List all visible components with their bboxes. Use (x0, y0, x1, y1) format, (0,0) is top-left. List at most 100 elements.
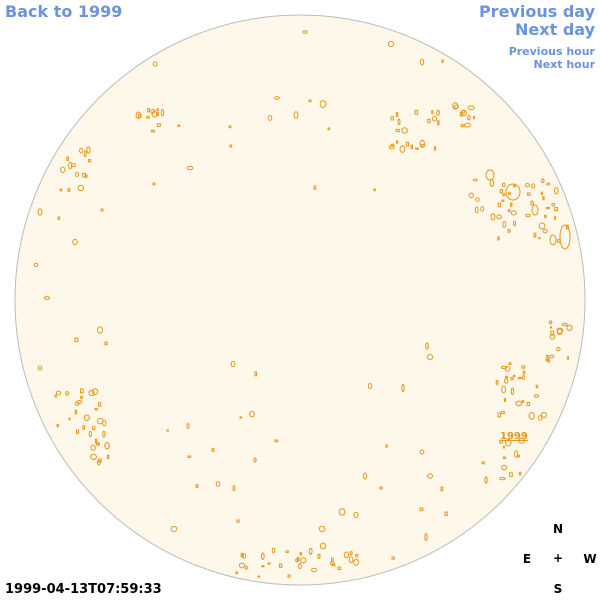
feature-contour (497, 202, 502, 208)
feature-contour (349, 551, 353, 556)
feature-contour (54, 394, 57, 398)
feature-contour (503, 398, 507, 402)
feature-contour (485, 169, 495, 181)
feature-contour (156, 123, 161, 127)
feature-contour (501, 464, 508, 471)
previous-day-link[interactable]: Previous day (478, 2, 595, 21)
feature-contour (271, 547, 276, 554)
feature-contour (260, 552, 265, 560)
feature-contour (308, 547, 313, 555)
feature-contour (540, 191, 543, 195)
feature-contour (395, 128, 400, 133)
feature-contour (480, 206, 485, 212)
feature-contour (106, 454, 110, 460)
feature-contour (88, 430, 92, 438)
feature-contour (566, 324, 573, 331)
feature-contour (66, 156, 69, 161)
active-region-link[interactable]: 1999 (500, 431, 528, 442)
feature-contour (518, 471, 522, 476)
feature-contour (235, 571, 238, 575)
feature-contour (484, 476, 488, 484)
feature-contour (88, 389, 95, 397)
feature-contour (419, 507, 424, 512)
feature-contour (401, 384, 405, 392)
feature-contour (97, 442, 100, 446)
feature-contour (544, 214, 547, 218)
feature-contour (152, 61, 158, 67)
feature-contour (87, 159, 92, 163)
feature-contour (319, 100, 327, 108)
feature-contour (239, 416, 243, 419)
feature-contour (441, 59, 444, 63)
feature-contour (566, 356, 569, 360)
feature-contour (501, 199, 505, 203)
feature-contour (542, 228, 548, 234)
feature-contour (437, 120, 440, 126)
feature-contour (261, 565, 265, 568)
feature-contour (505, 375, 509, 379)
feature-contour (541, 411, 547, 419)
feature-contour (354, 553, 359, 558)
feature-contour (390, 116, 394, 121)
feature-contour (440, 486, 444, 492)
feature-contour (501, 182, 506, 188)
feature-contour (279, 563, 283, 568)
feature-contour (475, 197, 480, 202)
next-day-link[interactable]: Next day (515, 20, 595, 39)
feature-contour (274, 96, 280, 100)
feature-contour (338, 508, 346, 516)
feature-contour (186, 423, 190, 429)
feature-contour (501, 410, 505, 415)
feature-contour (515, 400, 523, 407)
feature-contour (195, 484, 199, 488)
feature-contour (313, 185, 317, 190)
feature-contour (521, 375, 526, 380)
feature-contour (473, 116, 476, 120)
feature-contour (362, 472, 368, 480)
feature-contour (431, 110, 434, 115)
compass-south: S (553, 582, 563, 596)
feature-contour (257, 575, 261, 578)
feature-contour (76, 400, 83, 404)
feature-contour (379, 486, 383, 490)
feature-contour (501, 385, 507, 394)
feature-contour (274, 439, 279, 443)
feature-contour (419, 449, 425, 455)
compass-east: E (522, 552, 532, 566)
feature-contour (77, 184, 85, 192)
feature-contour (156, 108, 159, 112)
feature-contour (91, 388, 99, 396)
feature-contour (549, 234, 557, 246)
compass-center: + (552, 551, 564, 565)
feature-contour (559, 224, 571, 250)
feature-contour (160, 108, 165, 117)
feature-contour (56, 423, 59, 428)
feature-contour (497, 236, 500, 241)
next-hour-link[interactable]: Next hour (533, 58, 596, 71)
feature-contour (244, 565, 248, 570)
feature-contour (401, 127, 408, 134)
feature-contour (170, 525, 178, 533)
feature-contour (267, 115, 273, 121)
feature-contour (425, 342, 429, 350)
feature-contour (298, 562, 302, 570)
feature-contour (98, 458, 102, 463)
compass-north: N (552, 522, 564, 536)
feature-contour (427, 118, 431, 124)
feature-contour (518, 437, 526, 444)
feature-contour (82, 172, 87, 178)
feature-contour (232, 484, 236, 492)
feature-contour (510, 376, 514, 381)
feature-contour (551, 202, 556, 207)
previous-hour-link[interactable]: Previous hour (508, 45, 595, 58)
back-to-year-link[interactable]: Back to 1999 (5, 2, 123, 21)
feature-contour (522, 370, 526, 375)
solar-disk (14, 14, 586, 586)
feature-contour (419, 58, 425, 66)
feature-contour (44, 296, 50, 300)
feature-contour (391, 556, 395, 560)
feature-contour (104, 341, 108, 346)
feature-contour (459, 112, 463, 117)
feature-contour (505, 183, 521, 201)
feature-contour (399, 145, 406, 153)
